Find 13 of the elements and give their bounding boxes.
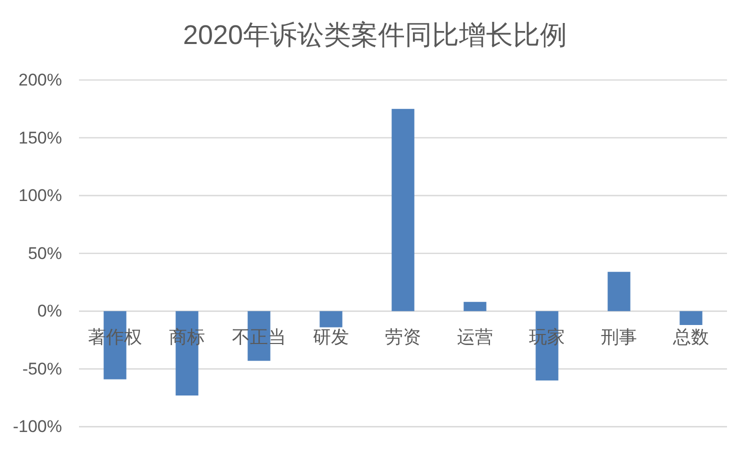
title: 2020年诉讼类案件同比增长比例 [182,20,568,50]
y-tick-label: 100% [18,186,62,206]
x-tick-label: 总数 [672,327,709,348]
y-tick-label: 50% [28,244,62,263]
y-tick-label: 150% [18,128,62,148]
x-tick-label: 刑事 [601,327,637,348]
x-tick-label: 运营 [457,327,493,348]
y-tick-label: 200% [18,70,62,90]
x-tick-label: 劳资 [385,327,421,348]
y-tick-label: 0% [37,302,62,321]
y-tick-label: -100% [12,417,62,436]
y-tick-label: -50% [22,359,62,378]
x-tick-label: 研发 [313,327,349,348]
